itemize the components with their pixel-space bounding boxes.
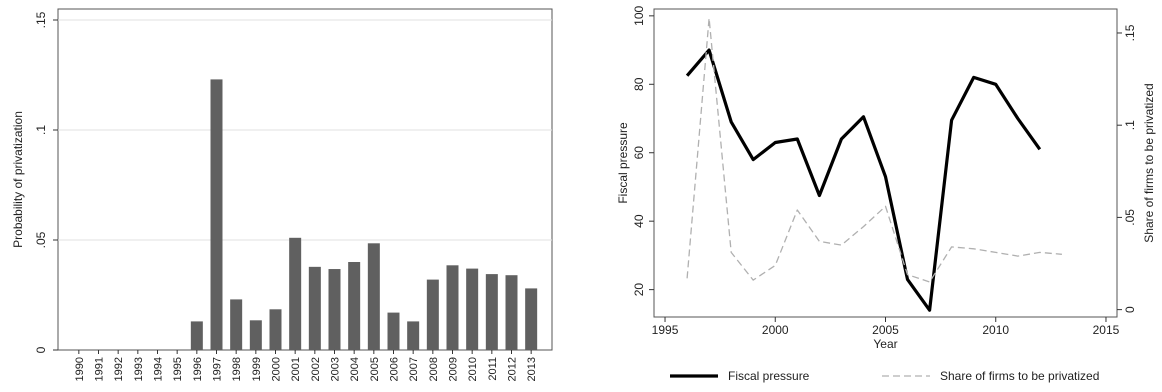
bar-x-tick-label: 2005 xyxy=(369,357,381,381)
bar-2004 xyxy=(348,262,361,350)
bar-2009 xyxy=(446,265,459,350)
bar-y-tick-label: .05 xyxy=(34,231,48,248)
bar-x-tick-label: 1998 xyxy=(231,357,243,381)
bar-1996 xyxy=(190,321,203,350)
bar-1997 xyxy=(210,79,223,351)
bar-1998 xyxy=(230,299,243,350)
line-y2-tick-label: .05 xyxy=(1123,209,1137,226)
line-x-tick-label: 2015 xyxy=(1093,323,1120,337)
legend-label-fiscal-pressure: Fiscal pressure xyxy=(728,369,810,383)
line-x-tick-label: 1995 xyxy=(652,323,679,337)
line-x-axis-label: Year xyxy=(873,337,897,351)
legend-label-share-privatized: Share of firms to be privatized xyxy=(940,369,1099,383)
bar-x-tick-label: 2001 xyxy=(290,357,302,381)
line-y2-tick-label: .15 xyxy=(1123,24,1137,41)
bar-2008 xyxy=(426,279,439,350)
bar-x-tick-label: 1995 xyxy=(172,357,184,381)
bar-x-tick-label: 2011 xyxy=(487,357,499,381)
bar-x-tick-label: 1997 xyxy=(212,357,224,381)
line-plot-area xyxy=(653,8,1118,318)
bar-2013 xyxy=(525,288,538,350)
line-y2-tick-label: 0 xyxy=(1123,306,1137,313)
bar-2001 xyxy=(289,237,302,350)
bar-x-tick-label: 1991 xyxy=(94,357,106,381)
bar-2006 xyxy=(387,312,400,350)
line-y-tick-label: 100 xyxy=(632,6,646,26)
bar-x-tick-label: 1992 xyxy=(113,357,125,381)
bar-x-tick-label: 2008 xyxy=(428,357,440,381)
bar-x-tick-label: 1993 xyxy=(133,357,145,381)
bar-2012 xyxy=(505,275,518,350)
bar-chart: 0 .05 .1 .15 Probability of privatization 199… xyxy=(11,8,553,381)
line-y-tick-label: 80 xyxy=(632,77,646,91)
bar-2003 xyxy=(328,269,341,350)
bar-x-tick-label: 2006 xyxy=(389,357,401,381)
line-y-tick-label: 60 xyxy=(632,146,646,160)
bar-x-tick-label: 1990 xyxy=(74,357,86,381)
bar-x-tick-label: 2010 xyxy=(467,357,479,381)
bar-x-tick-label: 2007 xyxy=(408,357,420,381)
bar-x-tick-label: 2002 xyxy=(310,357,322,381)
series-fiscal-pressure-line xyxy=(685,48,1042,312)
legend: Fiscal pressure Share of firms to be priv… xyxy=(670,369,1099,383)
bar-x-tick-label: 2003 xyxy=(330,357,342,381)
line-x-tick-label: 2005 xyxy=(872,323,899,337)
line-y-tick-label: 40 xyxy=(632,214,646,228)
bar-x-tick-label: 2013 xyxy=(526,357,538,381)
bar-2000 xyxy=(269,309,282,350)
line-y2-axis-label: Share of firms to be privatized xyxy=(1142,83,1156,242)
bar-x-tick-label: 2000 xyxy=(271,357,283,381)
bar-2005 xyxy=(367,243,380,350)
bar-2007 xyxy=(407,321,420,350)
bar-x-tick-label: 1996 xyxy=(192,357,204,381)
line-x-tick-label: 2010 xyxy=(982,323,1009,337)
line-chart: 20 40 60 80 100 0 .05 .1 .15 1995 2000 2005 2010 2015… xyxy=(616,6,1156,351)
bar-2011 xyxy=(485,274,498,350)
bar-y-tick-label: 0 xyxy=(34,346,48,353)
bar-y-axis-label: Probability of privatization xyxy=(11,111,25,248)
bar-1999 xyxy=(249,320,262,350)
bar-x-tick-label: 1999 xyxy=(251,357,263,381)
line-y-tick-label: 20 xyxy=(632,283,646,297)
line-y2-tick-label: .1 xyxy=(1123,120,1137,130)
bar-x-tick-label: 2004 xyxy=(349,357,361,381)
bar-x-tick-label: 2009 xyxy=(448,357,460,381)
bar-y-tick-label: .1 xyxy=(34,125,48,135)
bar-x-tick-label: 2012 xyxy=(507,357,519,381)
bar-2010 xyxy=(466,268,479,350)
bar-x-tick-label: 1994 xyxy=(153,357,165,381)
bar-2002 xyxy=(308,266,321,350)
line-y-axis-label: Fiscal pressure xyxy=(616,122,630,204)
bar-y-tick-label: .15 xyxy=(34,11,48,28)
line-x-tick-label: 2000 xyxy=(762,323,789,337)
